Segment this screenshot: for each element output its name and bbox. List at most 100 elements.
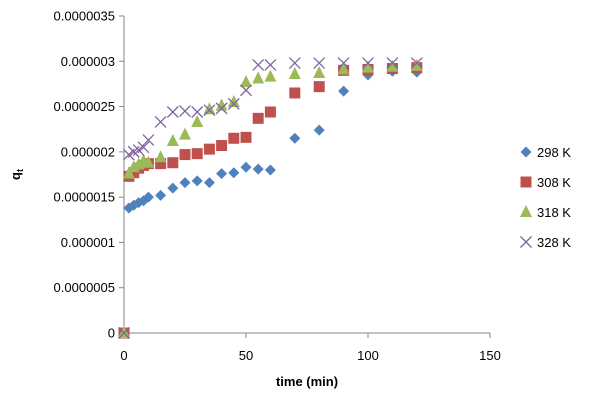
data-point: [228, 132, 240, 144]
data-point: [313, 81, 325, 93]
legend-marker: [520, 176, 532, 188]
data-point: [264, 58, 277, 71]
data-point: [191, 148, 203, 160]
data-point: [289, 132, 301, 144]
data-point: [167, 157, 179, 169]
data-point: [166, 106, 179, 118]
data-point: [313, 66, 326, 79]
data-point: [362, 60, 374, 73]
data-point: [240, 75, 252, 88]
data-point: [264, 106, 276, 118]
data-point: [203, 102, 216, 115]
y-tick-label: 0: [108, 326, 115, 341]
data-point: [142, 134, 155, 147]
data-point: [227, 95, 240, 108]
series-328-k: [118, 57, 423, 339]
data-point: [191, 106, 204, 118]
data-point: [228, 167, 240, 179]
legend-marker: [520, 146, 532, 158]
data-point: [118, 326, 130, 338]
data-point: [122, 166, 135, 179]
data-point: [252, 163, 264, 175]
data-point: [386, 57, 399, 70]
x-tick-label: 100: [357, 348, 379, 363]
x-axis-ticks: 0 50 100 150: [120, 333, 501, 363]
legend-marker: [520, 236, 532, 248]
x-tick-label: 50: [239, 348, 253, 363]
series-318-k: [118, 58, 423, 338]
x-tick-label: 150: [479, 348, 501, 363]
y-tick-label: 0.0000005: [54, 280, 115, 295]
data-point: [132, 157, 145, 170]
series-308-k: [118, 62, 423, 339]
data-point: [179, 105, 191, 118]
data-point: [215, 98, 228, 111]
data-point: [227, 97, 240, 110]
y-tick-label: 0.0000025: [54, 99, 115, 114]
legend-item: 328 K: [520, 235, 571, 250]
data-point: [252, 71, 265, 84]
y-tick-label: 0.000002: [61, 144, 115, 159]
data-point: [386, 59, 399, 72]
legend-marker: [520, 205, 532, 217]
data-point: [179, 127, 191, 140]
y-tick-label: 0.0000035: [54, 9, 115, 24]
y-axis-title: qt: [8, 169, 25, 180]
data-point: [288, 66, 301, 79]
data-point: [410, 58, 423, 71]
data-point: [191, 175, 203, 187]
legend-label: 328 K: [537, 235, 571, 250]
data-point: [337, 62, 350, 75]
data-point: [252, 58, 265, 71]
data-point: [154, 116, 167, 128]
data-point: [155, 158, 167, 170]
data-point: [142, 155, 155, 168]
data-point: [362, 57, 374, 70]
data-point: [203, 104, 216, 117]
x-tick-label: 0: [120, 348, 127, 363]
data-point: [264, 69, 277, 82]
data-point: [216, 168, 228, 180]
data-point: [264, 164, 276, 176]
x-axis-title: time (min): [276, 374, 338, 389]
series-layer: [118, 57, 423, 339]
y-axis-ticks: 0 0.0000005 0.000001 0.0000015 0.000002 0.000…: [54, 9, 124, 341]
legend-label: 318 K: [537, 205, 571, 220]
data-point: [337, 57, 350, 70]
data-point: [288, 57, 301, 70]
data-point: [154, 150, 167, 163]
data-point: [240, 161, 252, 173]
data-point: [166, 133, 179, 146]
data-point: [313, 57, 326, 70]
plot-area: 0 0.0000005 0.000001 0.0000015 0.000002 0.000…: [54, 9, 501, 364]
data-point: [167, 182, 179, 194]
legend-label: 298 K: [537, 145, 571, 160]
data-point: [203, 143, 215, 155]
data-point: [215, 102, 228, 115]
data-point: [216, 140, 228, 152]
data-point: [410, 57, 423, 70]
data-point: [203, 177, 215, 189]
legend-label: 308 K: [537, 175, 571, 190]
y-tick-label: 0.0000015: [54, 190, 115, 205]
data-point: [252, 112, 264, 124]
y-tick-label: 0.000003: [61, 54, 115, 69]
legend-item: 318 K: [520, 205, 571, 220]
y-tick-label: 0.000001: [61, 235, 115, 250]
data-point: [240, 84, 252, 97]
data-point: [338, 85, 350, 97]
data-point: [240, 131, 252, 143]
data-point: [313, 124, 325, 136]
legend-item: 298 K: [520, 145, 571, 160]
data-point: [155, 189, 167, 201]
data-point: [142, 191, 154, 203]
data-point: [137, 141, 150, 154]
data-point: [191, 114, 204, 127]
data-point: [289, 87, 301, 99]
data-point: [179, 149, 191, 161]
legend-item: 308 K: [520, 175, 571, 190]
data-point: [118, 327, 130, 339]
data-point: [179, 177, 191, 189]
legend: 298 K 308 K 318 K 328 K: [520, 145, 571, 250]
